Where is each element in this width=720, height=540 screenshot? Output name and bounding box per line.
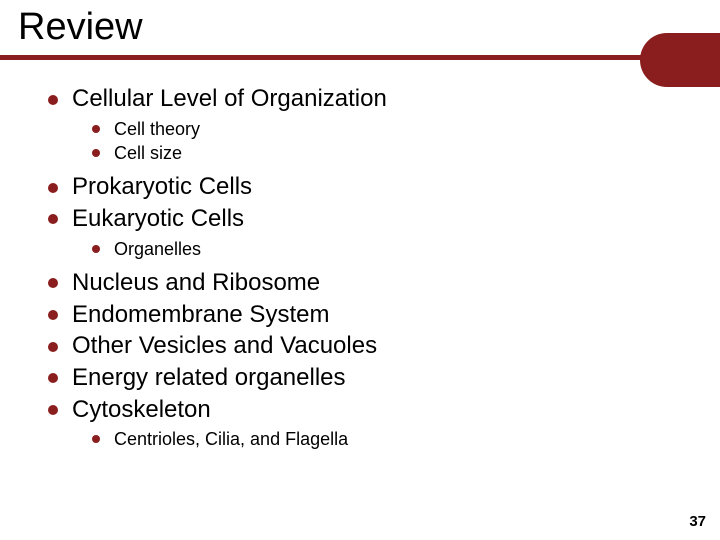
rule-line <box>0 55 720 60</box>
list-item: Energy related organelles <box>48 362 680 394</box>
content-region: Cellular Level of Organization Cell theo… <box>0 65 720 452</box>
sublist: Organelles <box>72 237 680 261</box>
list-item: Prokaryotic Cells <box>48 171 680 203</box>
sub-item: Cell size <box>92 141 680 165</box>
list-item: Other Vesicles and Vacuoles <box>48 330 680 362</box>
sub-item: Organelles <box>92 237 680 261</box>
outline-group-0: Cellular Level of Organization Cell theo… <box>48 83 680 165</box>
item-label: Eukaryotic Cells <box>72 205 244 232</box>
list-item: Eukaryotic Cells Organelles <box>48 203 680 261</box>
list-item: Endomembrane System <box>48 299 680 331</box>
page-title: Review <box>18 6 702 49</box>
sublist: Centrioles, Cilia, and Flagella <box>72 427 680 451</box>
page-number: 37 <box>689 513 706 530</box>
sub-item: Cell theory <box>92 117 680 141</box>
rule-cap <box>640 33 720 87</box>
title-rule <box>0 53 720 65</box>
title-region: Review <box>0 0 720 49</box>
outline-group-1: Prokaryotic Cells Eukaryotic Cells Organ… <box>48 171 680 261</box>
item-label: Other Vesicles and Vacuoles <box>72 332 377 359</box>
sub-item: Centrioles, Cilia, and Flagella <box>92 427 680 451</box>
item-label: Energy related organelles <box>72 364 346 391</box>
list-item: Cytoskeleton Centrioles, Cilia, and Flag… <box>48 394 680 452</box>
sublist: Cell theory Cell size <box>72 117 680 166</box>
item-label: Prokaryotic Cells <box>72 173 252 200</box>
list-item: Nucleus and Ribosome <box>48 267 680 299</box>
outline-group-2: Nucleus and Ribosome Endomembrane System… <box>48 267 680 452</box>
item-label: Nucleus and Ribosome <box>72 269 320 296</box>
list-item: Cellular Level of Organization Cell theo… <box>48 83 680 165</box>
item-label: Cellular Level of Organization <box>72 85 387 112</box>
item-label: Cytoskeleton <box>72 396 211 423</box>
item-label: Endomembrane System <box>72 301 329 328</box>
